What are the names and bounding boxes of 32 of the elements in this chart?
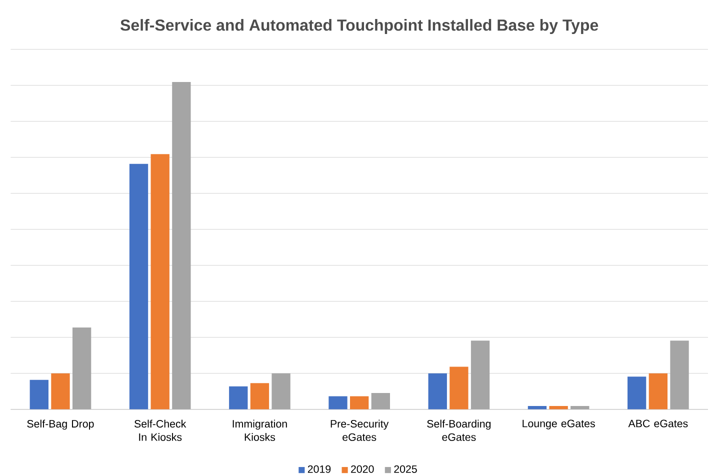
bar [428, 373, 447, 410]
bar [150, 154, 170, 410]
legend-label: 2020 [351, 465, 374, 473]
bar [51, 373, 70, 410]
bar [470, 340, 490, 410]
x-tick-label: Pre-Security eGates [330, 420, 389, 441]
bar [129, 164, 148, 410]
x-tick-label: Immigration Kiosks [232, 420, 287, 441]
bar [272, 373, 290, 410]
bar [72, 328, 92, 410]
bar [350, 396, 369, 410]
bar [328, 396, 348, 410]
bar [450, 366, 468, 410]
bar [528, 406, 547, 410]
bar [570, 406, 590, 410]
bar [30, 380, 48, 410]
x-tick-label: Self-Boarding eGates [427, 420, 491, 441]
x-tick-label: Self-Bag Drop [27, 420, 94, 430]
legend-label: 2025 [394, 465, 417, 473]
bar [628, 376, 646, 410]
bar [549, 406, 568, 410]
legend-label: 2019 [308, 465, 331, 473]
bar [172, 82, 191, 410]
bar [250, 383, 270, 410]
bar [371, 392, 390, 410]
x-tick-label: Lounge eGates [522, 420, 595, 430]
x-tick-label: Self-Check In Kiosks [134, 420, 186, 441]
chart-title: Self-Service and Automated Touchpoint Installed Base by Type [120, 19, 598, 34]
x-tick-label: ABC eGates [628, 420, 688, 428]
bar [229, 386, 248, 410]
bar [670, 340, 689, 410]
bar [648, 373, 668, 410]
